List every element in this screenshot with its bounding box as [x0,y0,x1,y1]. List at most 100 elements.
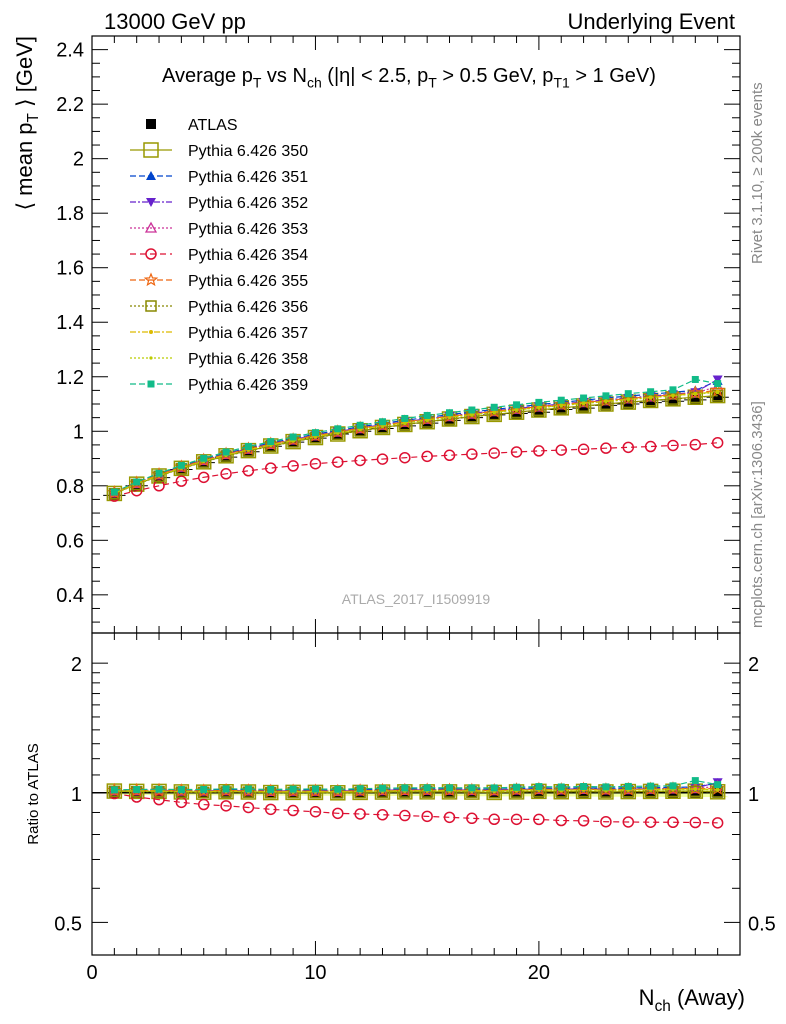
header-analysis-label: Underlying Event [567,9,735,34]
data-point [623,399,634,410]
data-point [423,411,431,419]
data-point [309,457,322,470]
data-point [714,380,722,388]
data-point [421,450,433,463]
legend-label: Pythia 6.426 356 [188,299,308,316]
data-point [403,421,407,425]
legend-marker [143,142,159,158]
ratio-point [309,805,322,818]
data-point [197,471,210,484]
ratio-y-axis-label: Ratio to ATLAS [25,743,42,844]
data-point [287,460,299,472]
series-pythia-6-426-356-ratio-line [114,790,718,794]
y-tick-label: 0.8 [56,476,84,498]
data-point [356,421,364,429]
series-pythia-6-426-356-line [114,395,718,495]
legend-marker [145,248,157,260]
data-point [222,448,230,456]
mcplots-reference-label: mcplots.cern.ch [arXiv:1306.3436] [749,401,766,628]
y-tick-label: 2.4 [56,40,84,62]
data-point [267,438,275,446]
data-point [689,438,702,451]
data-point [559,404,563,408]
data-point [709,387,726,404]
ratio-point [332,807,344,820]
y-tick-label: 0.6 [56,530,84,552]
data-point [133,478,141,486]
series-pythia-6-426-351-ratio-line [114,782,718,792]
data-point [667,439,679,452]
data-point [488,447,500,459]
ratio-plot-panel: 0 10 20 0.5 0.5 1 1 2 2 Nch (Away) Ratio to ATLAS [25,632,776,1015]
legend-label: Pythia 6.426 350 [188,143,308,160]
data-point [425,418,429,422]
data-point [626,398,630,402]
ratio-point [446,784,454,792]
ratio-point [423,784,431,792]
ratio-point [133,786,141,794]
series-pythia-6-426-358-ratio-line [114,788,718,793]
data-point [175,475,188,487]
data-point [401,414,409,422]
series-pythia-6-426-355-line [114,389,718,494]
legend-entry-atlas: ATLAS [146,117,238,134]
legend-entry-pythia-6-426-353: Pythia 6.426 353 [130,221,308,238]
series-pythia-6-426-351-line [114,380,718,493]
ratio-point [647,782,655,790]
ratio-point [466,812,478,825]
data-point [470,413,474,417]
ratio-point [557,783,565,791]
legend-entry-pythia-6-426-354: Pythia 6.426 354 [130,247,308,264]
x-tick-label: 10 [304,962,326,984]
data-point [311,429,319,437]
ratio-point [311,785,319,793]
data-point [711,436,724,449]
series-pythia-6-426-359-line [114,378,718,493]
data-point [447,415,452,419]
legend-entry-pythia-6-426-357: Pythia 6.426 357 [130,325,308,342]
data-point [716,390,720,395]
series-pythia-6-426-354-ratio-line [114,792,718,824]
legend-marker [147,380,155,388]
data-point [600,442,612,454]
data-point [332,456,344,468]
legend-marker [146,198,156,207]
ratio-tick-label: 0.5 [748,913,776,935]
legend-label: Pythia 6.426 357 [188,325,308,342]
series-pythia-6-426-359-ratio [110,777,722,794]
data-point [380,424,385,428]
ratio-tick-label: 1 [748,784,759,806]
data-point [712,392,723,403]
data-point [580,394,588,402]
ratio-point [421,810,433,823]
data-point [533,445,545,457]
ratio-point [153,793,165,806]
ratio-point [669,782,677,790]
ratio-point [535,783,543,791]
data-point [513,401,521,409]
ratio-point [624,782,632,790]
ratio-point [155,785,163,793]
y-tick-label: 1.8 [56,203,84,225]
series-pythia-6-426-356-ratio [108,785,724,799]
analysis-watermark: ATLAS_2017_I1509919 [342,591,491,607]
y-tick-label: 2 [73,149,84,171]
legend-entry-pythia-6-426-356: Pythia 6.426 356 [130,299,308,316]
data-point [242,465,255,477]
data-point [667,396,678,407]
data-point [443,449,456,462]
ratio-point [644,816,657,828]
x-tick-label: 0 [86,962,97,984]
header-collision-label: 13000 GeV pp [104,9,246,34]
data-point [220,468,232,480]
ratio-point [289,785,297,793]
ratio-plot-frame [91,632,741,956]
ratio-point [242,801,255,814]
series-pythia-6-426-354-line [114,442,718,497]
y-tick-label: 0.4 [56,585,84,607]
y-tick-label: 1.2 [56,367,84,389]
data-point [177,461,185,469]
data-point [334,425,342,433]
series-pythia-6-426-359-main [110,375,722,496]
